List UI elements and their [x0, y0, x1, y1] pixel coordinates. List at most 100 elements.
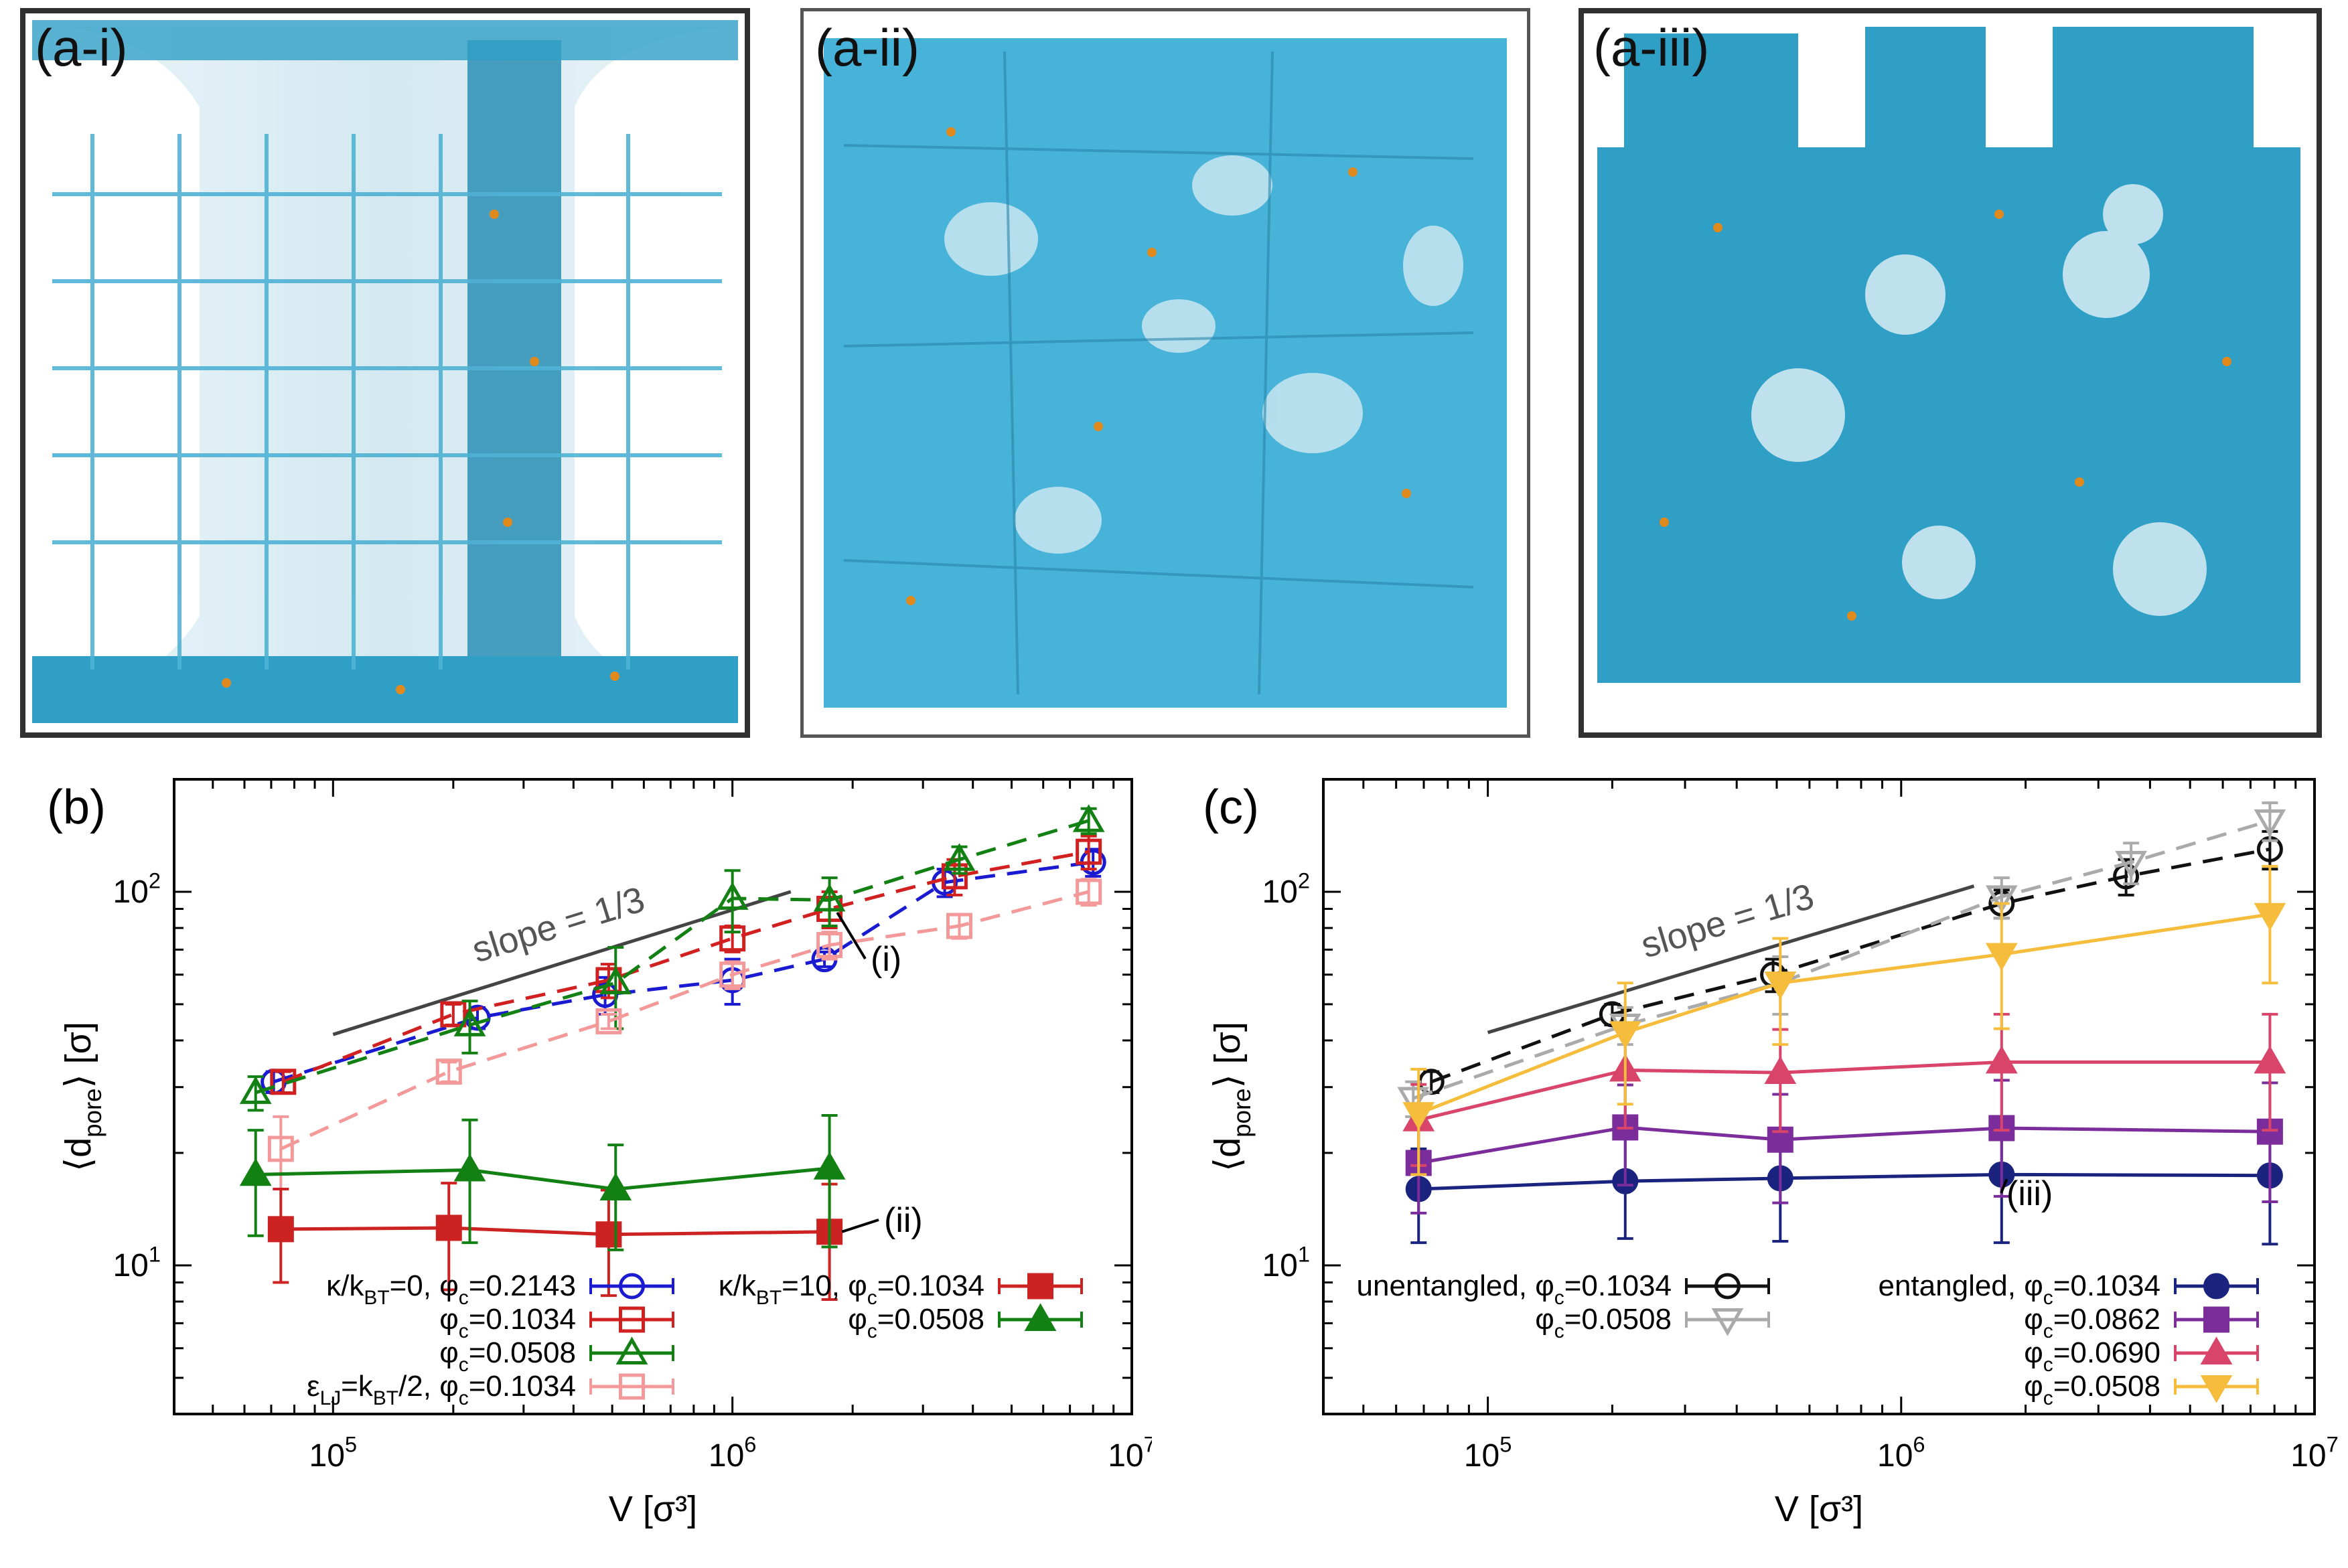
data-point — [239, 1076, 272, 1104]
series-line — [1418, 1172, 2270, 1191]
series-line — [1412, 819, 2271, 1100]
data-point — [1072, 804, 1105, 832]
minor-ticks — [1322, 778, 2316, 1415]
panel-label-a-iii: (a-iii) — [1593, 18, 1710, 77]
series-3 — [1405, 1079, 2283, 1214]
series-2 — [239, 804, 1105, 1112]
plot-frame — [173, 778, 1133, 1415]
data-point — [435, 1059, 462, 1085]
panel-label: (b) — [47, 781, 106, 834]
legend-label: φc=0.0508 — [2024, 1370, 2160, 1409]
legend-label: φc=0.0508 — [439, 1336, 576, 1376]
data-point — [267, 1216, 294, 1243]
data-point — [267, 1135, 294, 1162]
legend-label: φc=0.0508 — [1535, 1303, 1672, 1342]
data-point — [1076, 838, 1102, 865]
legend-marker — [2203, 1306, 2229, 1333]
y-axis-label: ⟨dpore⟩ [σ] — [58, 1022, 106, 1172]
x-tick-label: 106​ — [709, 1431, 757, 1474]
data-point — [1076, 878, 1102, 905]
legend-marker — [619, 1373, 645, 1400]
y-tick-label: 102​ — [113, 868, 161, 910]
data-point — [943, 843, 976, 871]
legend-marker — [619, 1306, 645, 1333]
x-tick-label: 107​ — [1108, 1431, 1152, 1474]
sim-box-a-ii — [800, 8, 1530, 738]
series-line — [254, 819, 1090, 1095]
data-point — [1764, 971, 1797, 1000]
series-3 — [267, 878, 1102, 1191]
data-point — [813, 1152, 846, 1180]
legend-marker — [2200, 1336, 2233, 1364]
data-point — [2254, 1045, 2286, 1074]
series-line — [255, 1166, 830, 1191]
sim-box-a-iii — [1579, 8, 2322, 738]
series-line — [1430, 847, 2270, 1084]
series-line — [280, 890, 1090, 1151]
y-tick-label: 101​ — [1262, 1241, 1310, 1283]
data-point — [440, 1001, 467, 1028]
data-point — [1764, 1056, 1797, 1085]
sim-render-a-i — [25, 13, 745, 732]
data-point — [1402, 1102, 1435, 1130]
x-tick-label: 107​ — [2290, 1431, 2339, 1474]
series-5 — [1402, 864, 2286, 1176]
series-2 — [1405, 1125, 2283, 1246]
plot-frame — [1322, 778, 2316, 1415]
data-point — [716, 882, 749, 910]
y-axis-label: ⟨dpore⟩ [σ] — [1207, 1022, 1256, 1172]
data-point — [1985, 885, 2018, 913]
data-point — [1985, 1045, 2018, 1074]
legend-marker — [1024, 1303, 1057, 1331]
x-tick-label: 105​ — [1464, 1431, 1512, 1474]
legend-label: φc=0.0862 — [2024, 1303, 2160, 1342]
annotation-leader — [2000, 1178, 2008, 1194]
data-point — [435, 1214, 462, 1241]
legend-marker — [615, 1336, 648, 1364]
data-point — [946, 913, 972, 939]
series-line — [1418, 1060, 2270, 1122]
data-point — [719, 961, 746, 988]
series-line — [281, 1226, 830, 1237]
panel-a-iii: (a-iii) — [1579, 8, 2322, 738]
annotation-label: (i) — [871, 940, 901, 979]
slope-label: slope = 1/3 — [467, 879, 650, 970]
legend-marker — [619, 1273, 645, 1300]
x-tick-label: 106​ — [1877, 1431, 1925, 1474]
legend-label: φc=0.0690 — [2024, 1336, 2160, 1376]
x-axis-label: V [σ³] — [609, 1489, 697, 1529]
panel-label: (c) — [1203, 781, 1259, 834]
y-tick-label: 101​ — [113, 1241, 161, 1283]
legend-marker — [2200, 1375, 2233, 1403]
slope-guide-line — [1487, 884, 1975, 1034]
panel-label-a-ii: (a-ii) — [815, 18, 920, 77]
sim-render-a-ii — [804, 11, 1527, 734]
sim-render-a-iii — [1584, 13, 2317, 732]
panel-a-ii: (a-ii) — [800, 8, 1530, 738]
data-point — [599, 1172, 632, 1201]
data-point — [2115, 850, 2148, 879]
legend-label: unentangled, φc=0.1034 — [1357, 1269, 1672, 1309]
series-0 — [261, 848, 1106, 1095]
legend-label: εLJ=kBT/2, φc=0.1034 — [307, 1370, 576, 1409]
annotation-label: (ii) — [884, 1201, 923, 1240]
series-1 — [270, 834, 1102, 1095]
x-axis-label: V [σ³] — [1775, 1489, 1863, 1529]
panel-label-a-i: (a-i) — [35, 18, 128, 77]
series-5 — [239, 1113, 846, 1251]
minor-ticks — [173, 778, 1133, 1415]
legend-label: κ/kBT=0, φc=0.2143 — [326, 1269, 576, 1309]
data-point — [1985, 943, 2018, 971]
annotation-leader — [836, 911, 867, 960]
chart-b: 105​ 106​ 107​ 101​ 102​ V [σ³] ⟨dpore⟩ [σ] (b)… — [47, 778, 1152, 1529]
legend-marker — [2203, 1273, 2229, 1300]
legend-marker — [1714, 1273, 1741, 1300]
data-point — [2254, 809, 2286, 838]
series-line — [282, 850, 1090, 1084]
legend-marker — [1027, 1273, 1053, 1300]
data-point — [599, 966, 632, 995]
slope-label: slope = 1/3 — [1636, 876, 1818, 966]
data-point — [595, 1008, 622, 1034]
slope-guide-line — [332, 890, 792, 1036]
data-point — [1609, 1021, 1641, 1049]
